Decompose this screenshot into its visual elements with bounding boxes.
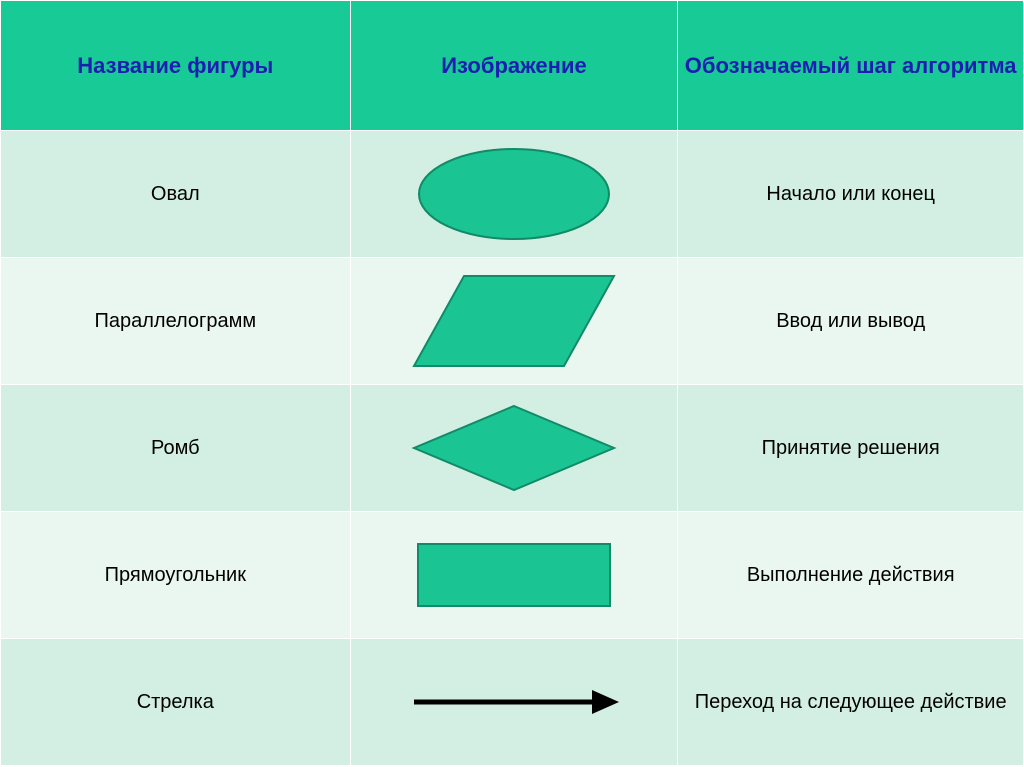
header-name: Название фигуры <box>1 1 351 131</box>
shape-name-cell: Овал <box>1 131 351 258</box>
table-row: Стрелка Переход на следующее действие <box>1 639 1024 766</box>
shape-meaning-cell: Принятие решения <box>678 385 1024 512</box>
table-row: Ромб Принятие решения <box>1 385 1024 512</box>
shape-image-cell <box>350 385 678 512</box>
shape-meaning-cell: Выполнение действия <box>678 512 1024 639</box>
shape-meaning-cell: Ввод или вывод <box>678 258 1024 385</box>
parallelogram-icon <box>404 266 624 376</box>
table-row: Параллелограмм Ввод или вывод <box>1 258 1024 385</box>
header-meaning: Обозначаемый шаг алгоритма <box>678 1 1024 131</box>
rhombus-icon <box>404 398 624 498</box>
table-header-row: Название фигуры Изображение Обозначаемый… <box>1 1 1024 131</box>
rectangle-icon <box>414 540 614 610</box>
header-image: Изображение <box>350 1 678 131</box>
shape-meaning-cell: Начало или конец <box>678 131 1024 258</box>
shape-image-cell <box>350 258 678 385</box>
shape-name-cell: Ромб <box>1 385 351 512</box>
table-row: Овал Начало или конец <box>1 131 1024 258</box>
arrow-icon <box>404 682 624 722</box>
shape-name-cell: Параллелограмм <box>1 258 351 385</box>
flowchart-shapes-table: Название фигуры Изображение Обозначаемый… <box>0 0 1024 766</box>
shape-image-cell <box>350 131 678 258</box>
shape-image-cell <box>350 512 678 639</box>
shape-image-cell <box>350 639 678 766</box>
table-row: Прямоугольник Выполнение действия <box>1 512 1024 639</box>
oval-icon <box>414 144 614 244</box>
shape-name-cell: Стрелка <box>1 639 351 766</box>
shape-name-cell: Прямоугольник <box>1 512 351 639</box>
shape-meaning-cell: Переход на следующее действие <box>678 639 1024 766</box>
